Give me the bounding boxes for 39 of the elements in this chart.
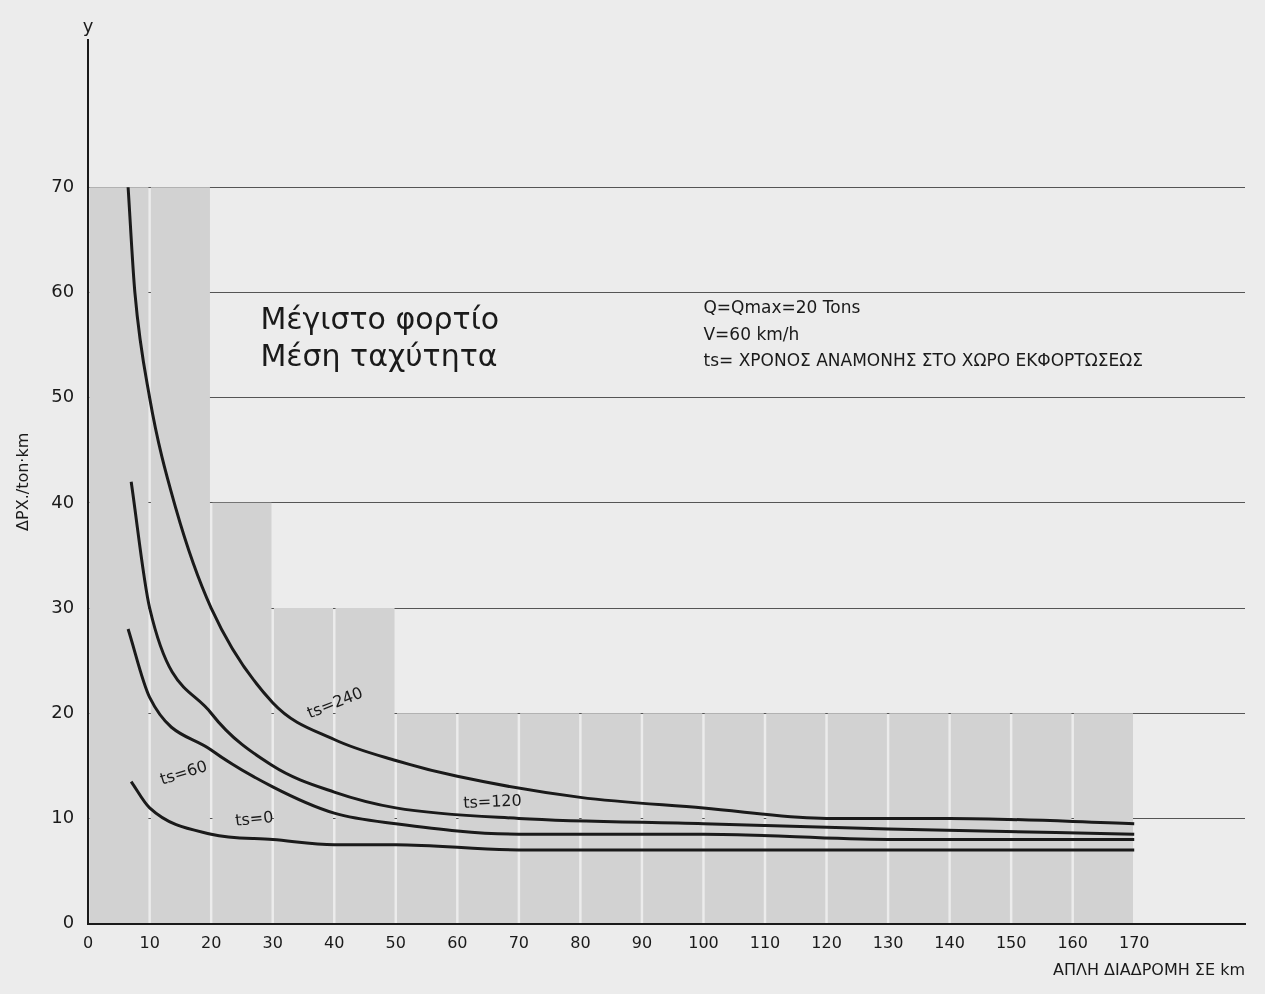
x-tick-label: 0 bbox=[83, 933, 94, 953]
x-tick-label: 60 bbox=[447, 933, 468, 953]
x-tick-label: 170 bbox=[1118, 933, 1150, 953]
x-tick-label: 150 bbox=[995, 933, 1027, 953]
annotation: ts= ΧΡΟΝΟΣ ΑΝΑΜΟΝΗΣ ΣΤΟ ΧΩΡΟ ΕΚΦΟΡΤΩΣΕΩΣ bbox=[703, 350, 1143, 371]
x-tick-label: 50 bbox=[385, 933, 406, 953]
x-tick-label: 80 bbox=[570, 933, 591, 953]
x-tick-label: 160 bbox=[1057, 933, 1088, 953]
x-tick-label: 140 bbox=[934, 933, 965, 953]
y-axis-title: ΔΡΧ./ton·km bbox=[12, 432, 32, 531]
x-tick-label: 90 bbox=[631, 933, 653, 953]
y-tick-label: 10 bbox=[51, 806, 75, 828]
y-tick-label: 70 bbox=[51, 174, 75, 196]
y-tick-label: 50 bbox=[51, 385, 75, 407]
text: ts=0 bbox=[234, 807, 275, 830]
x-tick-label: 120 bbox=[811, 933, 842, 953]
annotation: Μέση ταχύτητα bbox=[260, 338, 498, 374]
x-tick-label: 130 bbox=[872, 933, 904, 953]
y-tick-label: 0 bbox=[62, 911, 75, 933]
x-tick-label: 10 bbox=[139, 933, 160, 953]
annotation: Q=Qmax=20 Tons bbox=[703, 297, 861, 318]
series-label: ts=120 bbox=[462, 790, 523, 812]
x-tick-label: 100 bbox=[688, 933, 719, 953]
x-tick-label: 70 bbox=[508, 933, 530, 953]
annotation: Μέγιστο φορτίο bbox=[260, 301, 500, 337]
x-tick-label: 110 bbox=[749, 933, 781, 953]
text: y bbox=[82, 15, 94, 36]
x-tick-label: 30 bbox=[262, 933, 283, 953]
y-tick-label: 30 bbox=[51, 595, 75, 617]
x-axis-title: ΑΠΛΗ ΔΙΑΔΡΟΜΗ ΣΕ km bbox=[1053, 959, 1245, 979]
line-series bbox=[129, 480, 1136, 836]
y-tick-label: 20 bbox=[51, 700, 75, 722]
x-tick-label: 40 bbox=[324, 933, 345, 953]
annotation: V=60 km/h bbox=[703, 323, 800, 344]
line-series bbox=[126, 627, 1136, 841]
y-tick-label: 40 bbox=[51, 490, 75, 512]
text: ts=60 bbox=[157, 756, 210, 789]
y-tick-label: 60 bbox=[51, 280, 75, 302]
x-tick-label: 20 bbox=[201, 933, 222, 953]
